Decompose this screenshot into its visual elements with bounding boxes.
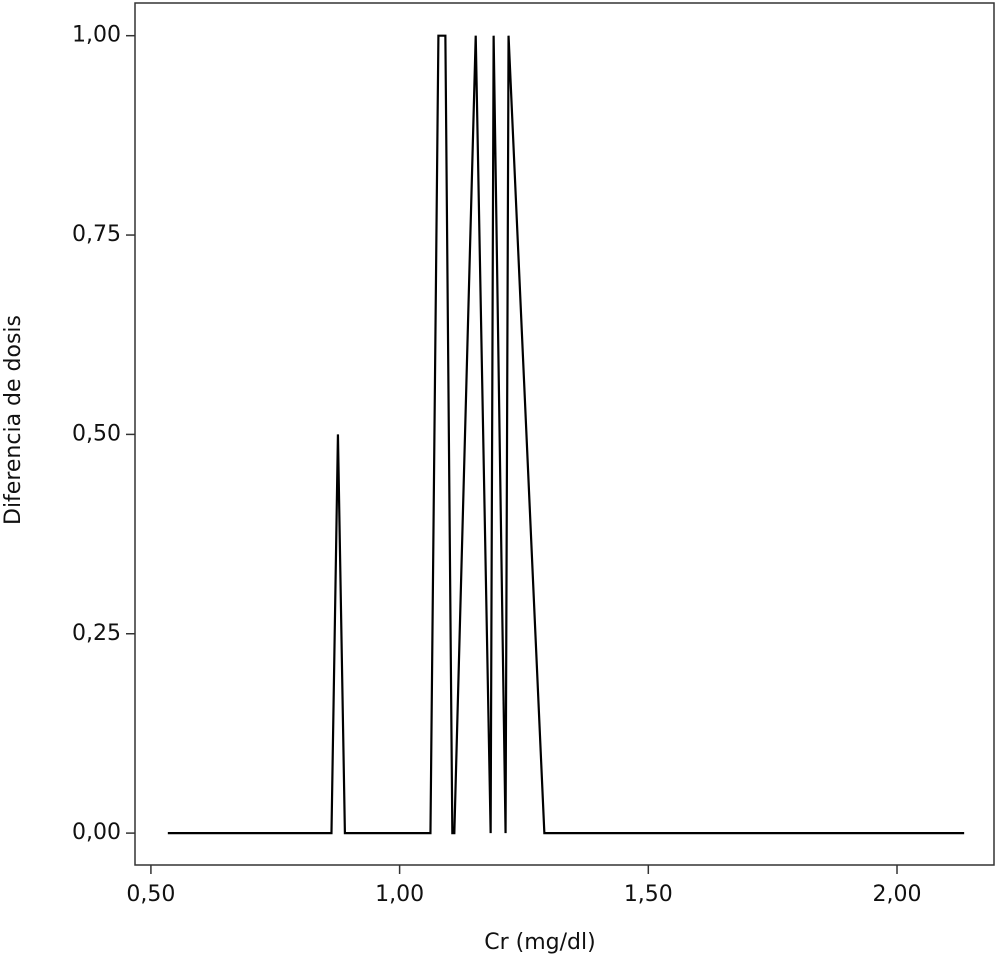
- data-line: [167, 34, 965, 835]
- plot-frame: [134, 2, 995, 866]
- x-tick-label: 2,00: [873, 882, 922, 907]
- y-tick-label: 0,00: [72, 820, 121, 845]
- y-axis-label: Diferencia de dosis: [1, 315, 26, 525]
- y-tick-label: 0,50: [72, 421, 121, 446]
- x-tick-label: 1,00: [375, 882, 424, 907]
- y-tick-label: 0,75: [72, 222, 121, 247]
- y-tick-label: 1,00: [72, 23, 121, 48]
- x-axis-label: Cr (mg/dl): [484, 930, 595, 955]
- y-tick-label: 0,25: [72, 621, 121, 646]
- x-tick-label: 0,50: [126, 882, 175, 907]
- x-tick-label: 1,50: [624, 882, 673, 907]
